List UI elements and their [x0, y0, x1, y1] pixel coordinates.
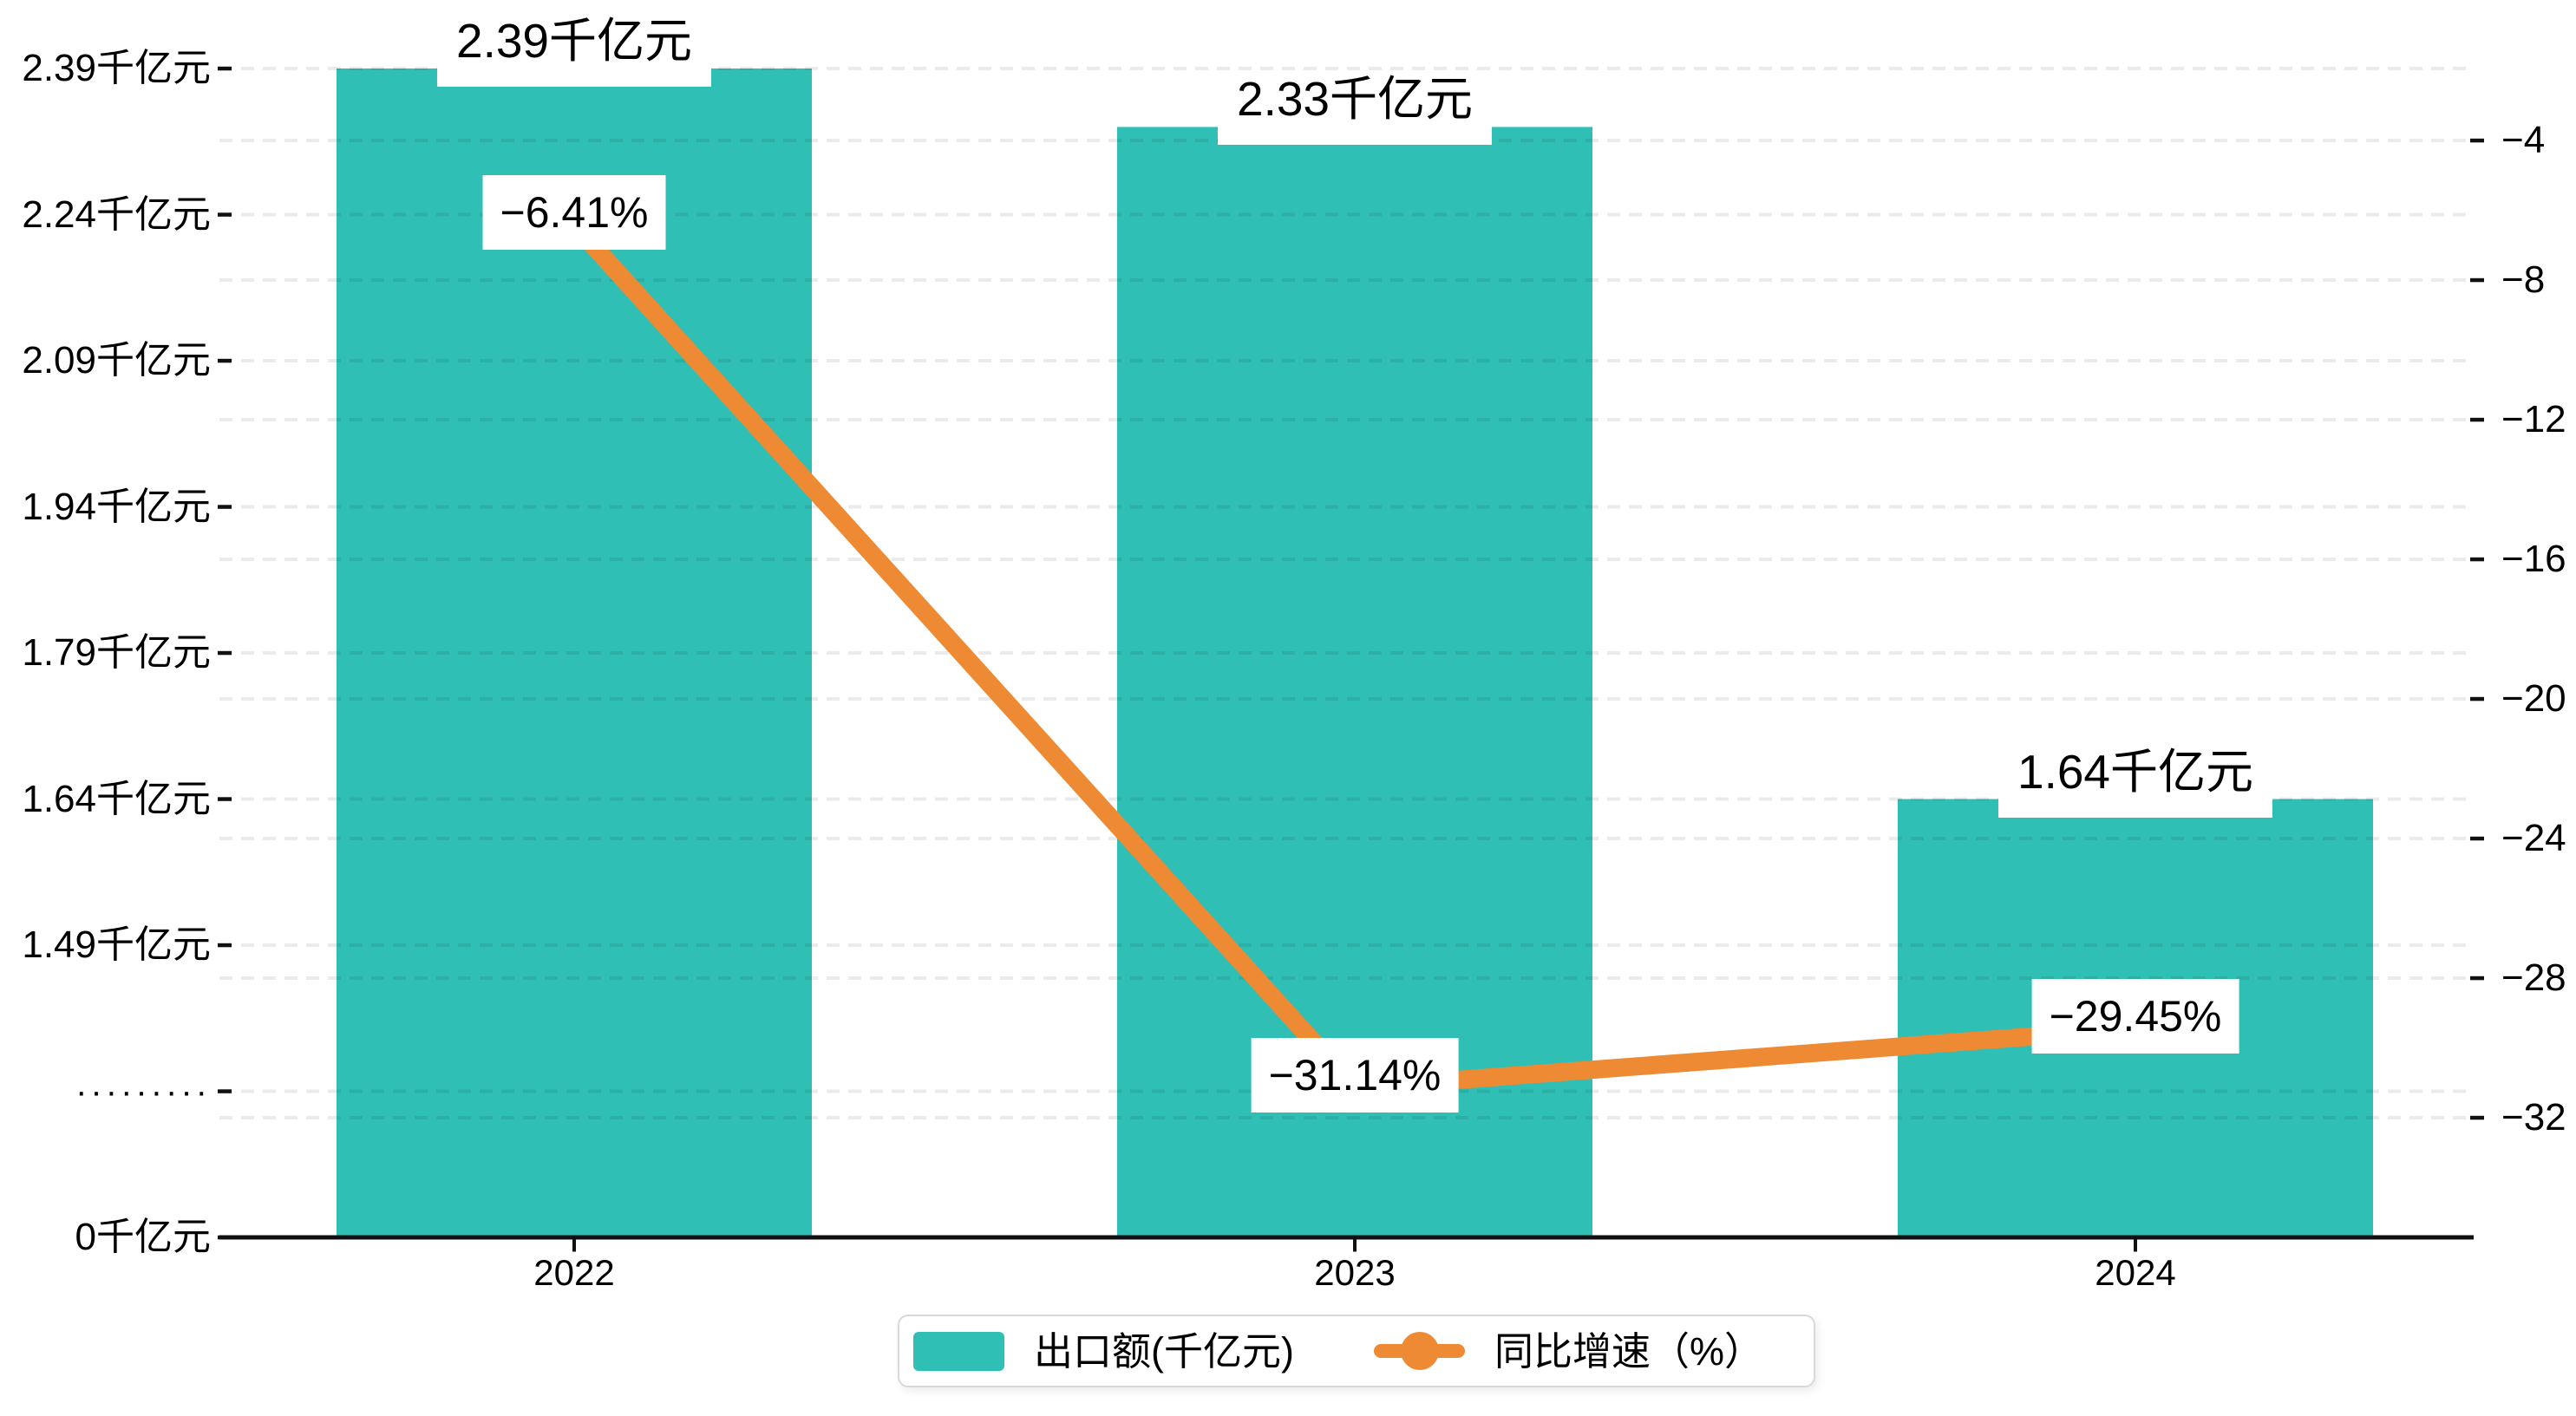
right-axis-tick: [2470, 836, 2484, 841]
left-axis-tick: [218, 797, 232, 801]
bar-series-swatch-icon: [913, 1331, 1004, 1371]
right-axis-tick: [2470, 1115, 2484, 1120]
bar-2022[interactable]: [337, 69, 812, 1239]
right-axis-tick: [2470, 417, 2484, 422]
left-axis-tick: [218, 212, 232, 217]
left-axis-tick: [218, 505, 232, 509]
legend-item-growth-rate[interactable]: 同比增速（%）: [1373, 1328, 1763, 1374]
left-axis-tick: [218, 1089, 232, 1093]
legend-label-export-value: 出口额(千亿元): [1034, 1328, 1294, 1374]
line-marker-dot: [1400, 1332, 1439, 1370]
right-axis-tick: [2470, 138, 2484, 143]
right-axis-tick: [2470, 277, 2484, 283]
x-axis-tick-2022: [572, 1239, 576, 1252]
left-axis-tick: [218, 1235, 232, 1240]
legend-label-growth-rate: 同比增速（%）: [1494, 1328, 1763, 1374]
line-series-marker-icon: [1373, 1331, 1465, 1371]
right-axis-tick: [2470, 696, 2484, 701]
left-axis-tick: [218, 650, 232, 656]
left-axis-tick: [218, 358, 232, 363]
legend-item-export-value[interactable]: 出口额(千亿元): [913, 1328, 1294, 1374]
x-axis-tick-2024: [2134, 1239, 2137, 1252]
bar-2024[interactable]: [1898, 799, 2373, 1240]
left-axis-tick: [218, 943, 232, 948]
left-axis-tick: [218, 66, 232, 71]
legend: 出口额(千亿元) 同比增速（%）: [898, 1315, 1815, 1387]
right-axis-tick: [2470, 976, 2484, 981]
right-axis-tick: [2470, 557, 2484, 562]
x-axis-line: [219, 1235, 2474, 1240]
x-axis-tick-2023: [1353, 1239, 1357, 1252]
